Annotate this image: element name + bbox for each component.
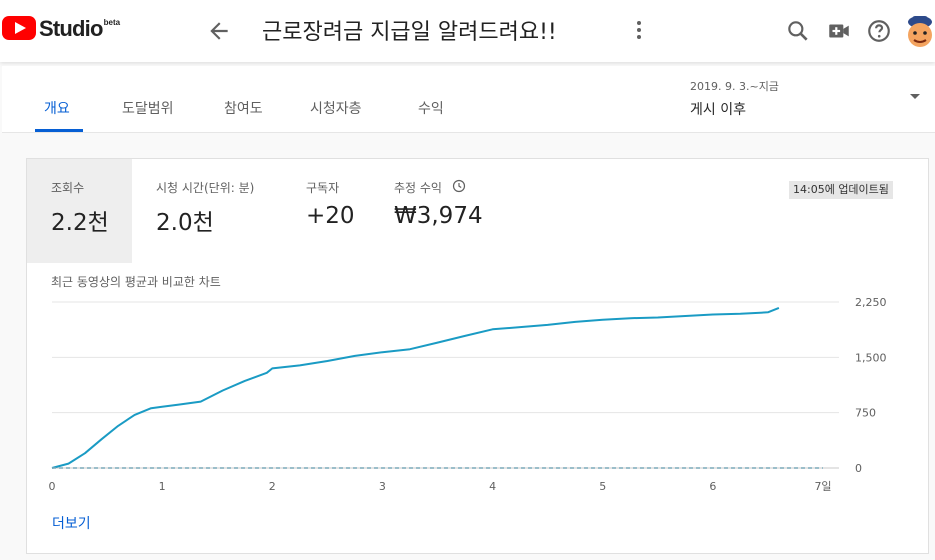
y-tick-label: 750 (855, 407, 876, 420)
logo-text: Studio (39, 16, 103, 41)
y-tick-label: 2,250 (855, 296, 887, 309)
help-icon[interactable] (866, 18, 892, 44)
tab-revenue[interactable]: 수익 (418, 101, 444, 117)
youtube-studio-logo[interactable]: Studio beta (2, 16, 120, 42)
date-range-select[interactable]: 게시 이후 (690, 102, 746, 118)
avatar[interactable] (903, 13, 935, 49)
tab-reach[interactable]: 도달범위 (122, 101, 174, 117)
metric-views[interactable]: 조회수 2.2천 (27, 159, 132, 263)
y-tick-label: 0 (855, 462, 862, 475)
views-line-chart: 0 750 1,500 2,250 0 1 2 3 4 5 6 7일 (49, 296, 887, 493)
search-icon[interactable] (785, 18, 811, 44)
metric-label: 시청 시간(단위: 분) (156, 181, 255, 195)
metric-label: 구독자 (306, 181, 340, 195)
tab-audience[interactable]: 시청자층 (310, 101, 362, 117)
metric-subscribers[interactable]: 구독자 +20 (282, 159, 382, 263)
metric-estimated-revenue[interactable]: 추정 수익 ₩3,974 (382, 159, 492, 263)
date-range-detail: 2019. 9. 3.~지금 (690, 80, 779, 93)
video-title: 근로장려금 지급일 알려드려요!! (262, 20, 557, 45)
analytics-overview-card: 조회수 2.2천 시청 시간(단위: 분) 2.0천 구독자 +20 추정 수익… (26, 158, 929, 554)
chevron-down-icon[interactable] (910, 94, 920, 99)
x-tick-label: 7일 (814, 479, 831, 493)
tab-engagement[interactable]: 참여도 (224, 101, 263, 117)
x-tick-label: 6 (709, 480, 716, 493)
tab-overview[interactable]: 개요 (44, 101, 70, 117)
active-tab-indicator (35, 129, 83, 132)
metric-watch-time[interactable]: 시청 시간(단위: 분) 2.0천 (132, 159, 282, 263)
x-tick-label: 5 (599, 480, 606, 493)
metric-label: 추정 수익 (394, 181, 442, 195)
create-video-icon[interactable] (826, 18, 852, 44)
back-arrow-icon[interactable] (206, 18, 232, 44)
y-tick-label: 1,500 (855, 351, 887, 364)
logo-beta-badge: beta (103, 18, 121, 27)
see-more-link[interactable]: 더보기 (52, 516, 91, 532)
youtube-play-logo-icon (2, 16, 36, 40)
x-tick-label: 4 (489, 480, 496, 493)
x-tick-label: 1 (159, 480, 166, 493)
metric-value: 2.0천 (156, 210, 214, 236)
x-tick-label: 3 (379, 480, 386, 493)
views-series-line (51, 306, 780, 469)
top-app-bar: Studio beta 근로장려금 지급일 알려드려요!! (0, 0, 935, 62)
more-vert-icon[interactable] (630, 18, 648, 44)
metric-label: 조회수 (51, 181, 85, 195)
updated-badge: 14:05에 업데이트됨 (789, 181, 893, 199)
metric-value: ₩3,974 (394, 203, 483, 229)
analytics-tabs-panel: 개요 도달범위 참여도 시청자층 수익 2019. 9. 3.~지금 게시 이후 (2, 66, 935, 133)
chart-caption: 최근 동영상의 평균과 비교한 차트 (51, 275, 221, 289)
metric-value: +20 (306, 203, 355, 229)
metric-value: 2.2천 (51, 210, 109, 236)
clock-icon[interactable] (452, 179, 466, 193)
x-tick-label: 2 (269, 480, 276, 493)
x-tick-label: 0 (49, 480, 56, 493)
